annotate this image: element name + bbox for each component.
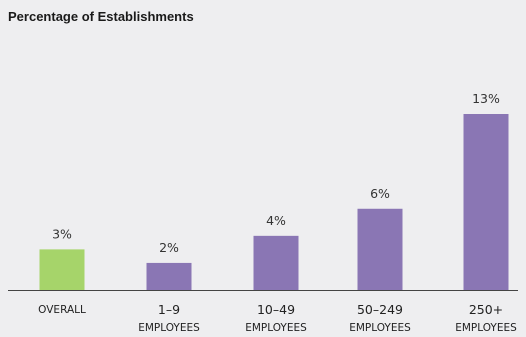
bar-0 — [39, 249, 85, 290]
bar-3 — [357, 208, 403, 290]
bar-value-label-4: 13% — [472, 91, 500, 106]
bars-layer — [39, 114, 509, 290]
category-labels-layer: OVERALL 1–9 EMPLOYEES 10–49 EMPLOYEES 50–249 E… — [38, 302, 517, 334]
bar-1 — [146, 262, 192, 290]
bar-value-label-2: 4% — [266, 213, 286, 228]
value-labels-layer: 3% 2% 4% 6% 13% — [52, 91, 500, 255]
bar-value-label-1: 2% — [159, 240, 179, 255]
bar-value-label-3: 6% — [370, 186, 390, 201]
category-sublabel-2: EMPLOYEES — [245, 322, 307, 334]
category-label-3: 50–249 — [357, 302, 403, 317]
category-sublabel-1: EMPLOYEES — [138, 322, 200, 334]
category-sublabel-4: EMPLOYEES — [455, 322, 517, 334]
category-sublabel-3: EMPLOYEES — [349, 322, 411, 334]
bar-2 — [253, 235, 299, 290]
chart-title: Percentage of Establishments — [8, 9, 194, 24]
bar-value-label-0: 3% — [52, 226, 72, 241]
category-label-2: 10–49 — [257, 302, 295, 317]
category-label-4: 250+ — [469, 302, 503, 317]
bar-4 — [463, 114, 509, 290]
category-label-1: 1–9 — [158, 302, 180, 317]
category-label-0: OVERALL — [38, 304, 86, 316]
